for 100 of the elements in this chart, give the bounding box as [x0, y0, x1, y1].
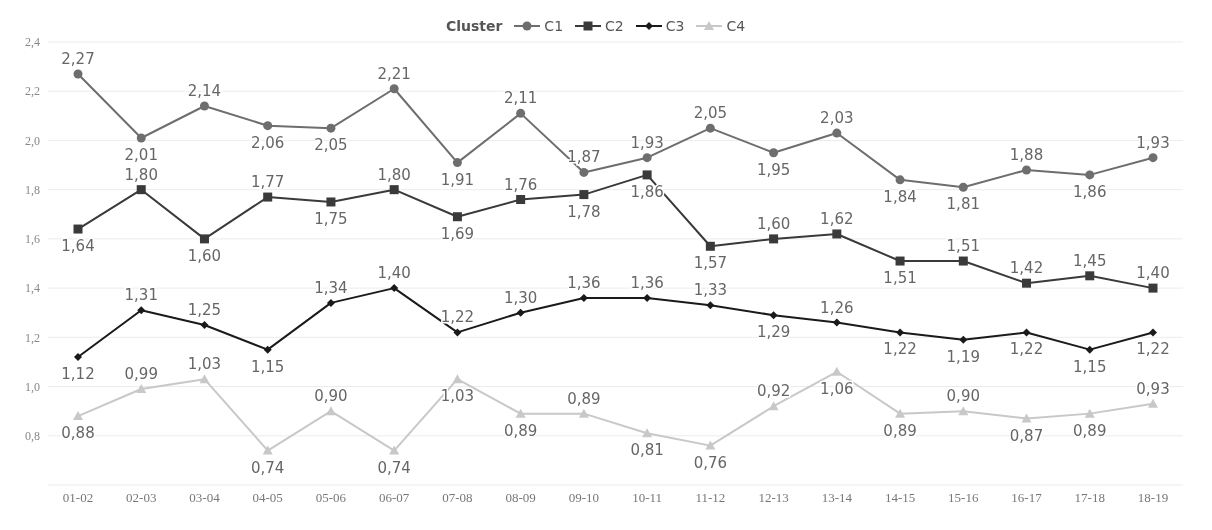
point: [958, 182, 968, 192]
data-label: 1,80: [124, 165, 158, 184]
data-label: 0,87: [1009, 426, 1044, 445]
point: [516, 195, 526, 205]
y-tick-label: 1,2: [25, 330, 40, 345]
data-label: 1,29: [756, 323, 791, 342]
point: [516, 308, 525, 317]
point: [326, 197, 336, 207]
point: [705, 123, 715, 133]
legend-label: C2: [604, 18, 624, 34]
point: [452, 212, 462, 222]
data-label: 1,22: [440, 308, 475, 327]
x-tick-label: 17-18: [1074, 490, 1105, 506]
point: [1085, 271, 1095, 281]
data-label: 1,03: [187, 355, 222, 374]
data-label: 1,62: [820, 209, 854, 228]
data-label: 0,74: [251, 458, 285, 477]
data-label: 1,26: [820, 298, 854, 317]
point: [136, 384, 147, 394]
point: [705, 440, 716, 450]
point: [199, 234, 209, 244]
legend-label: C1: [543, 18, 564, 34]
x-tick-label: 06-07: [379, 490, 410, 506]
y-tick-label: 1,4: [25, 281, 40, 296]
y-tick-label: 1,6: [25, 232, 40, 247]
point: [1022, 165, 1032, 175]
y-tick-label: 2,4: [25, 35, 40, 50]
point: [895, 256, 905, 266]
x-tick-label: 05-06: [315, 490, 347, 506]
point: [642, 170, 652, 180]
point: [136, 133, 146, 143]
point: [705, 241, 715, 251]
point: [389, 84, 399, 94]
data-label: 1,31: [124, 286, 158, 305]
x-tick-label: 10-11: [632, 490, 663, 506]
data-label: 2,11: [503, 89, 538, 108]
data-label: 1,84: [883, 187, 917, 206]
point: [1148, 153, 1158, 163]
x-tick-label: 11-12: [695, 490, 726, 506]
data-label: 1,86: [1073, 182, 1107, 201]
data-label: 0,81: [630, 441, 664, 460]
data-label: 0,90: [946, 387, 980, 406]
point: [832, 229, 842, 239]
point: [1148, 283, 1158, 293]
data-label: 0,74: [377, 458, 411, 477]
point: [326, 298, 335, 307]
point: [895, 175, 905, 185]
point: [769, 148, 779, 158]
x-tick-label: 02-03: [126, 490, 157, 506]
data-label: 1,51: [883, 269, 917, 288]
point: [895, 408, 906, 418]
data-label: 1,15: [1073, 357, 1107, 376]
data-label: 0,89: [503, 421, 538, 440]
legend-label: C4: [725, 18, 746, 34]
legend-title: Cluster: [445, 18, 503, 34]
data-label: 1,95: [756, 160, 791, 179]
point: [579, 190, 589, 200]
data-label: 2,14: [187, 81, 222, 100]
point: [390, 284, 399, 293]
point: [642, 153, 652, 163]
x-tick-label: 09-10: [568, 490, 600, 506]
data-label: 2,21: [377, 64, 411, 83]
x-tick-label: 16-17: [1011, 490, 1043, 506]
data-label: 2,27: [61, 49, 95, 68]
point: [325, 406, 336, 416]
data-label: 0,89: [1073, 421, 1107, 440]
point: [1149, 328, 1157, 337]
data-label: 0,76: [693, 453, 728, 472]
data-label: 0,89: [567, 389, 601, 408]
data-label: 1,22: [883, 340, 917, 359]
data-label: 0,99: [124, 365, 158, 384]
data-label: 1,36: [567, 273, 601, 292]
data-label: 1,93: [630, 133, 664, 152]
point: [73, 411, 83, 421]
data-label: 1,60: [756, 214, 791, 233]
x-tick-label: 08-09: [505, 490, 536, 506]
data-label: 1,77: [251, 173, 285, 192]
data-label: 2,06: [251, 133, 285, 152]
data-label: 1,36: [630, 273, 664, 292]
point: [896, 328, 905, 337]
data-label: 1,42: [1009, 259, 1044, 278]
point: [832, 318, 841, 327]
data-label: 1,86: [630, 182, 664, 201]
point: [706, 301, 715, 310]
x-tick-label: 12-13: [758, 490, 789, 506]
point: [199, 374, 210, 384]
point: [1022, 278, 1032, 288]
data-label: 1,57: [693, 254, 728, 273]
point: [1022, 328, 1031, 337]
point: [642, 428, 653, 438]
point: [263, 345, 272, 354]
point: [643, 293, 652, 302]
data-label: 2,01: [124, 145, 158, 164]
point: [74, 353, 82, 362]
data-label: 1,76: [503, 175, 538, 194]
point: [578, 408, 589, 418]
point: [769, 311, 778, 320]
point: [1021, 413, 1032, 423]
point: [1148, 398, 1158, 408]
data-label: 1,12: [61, 365, 95, 384]
